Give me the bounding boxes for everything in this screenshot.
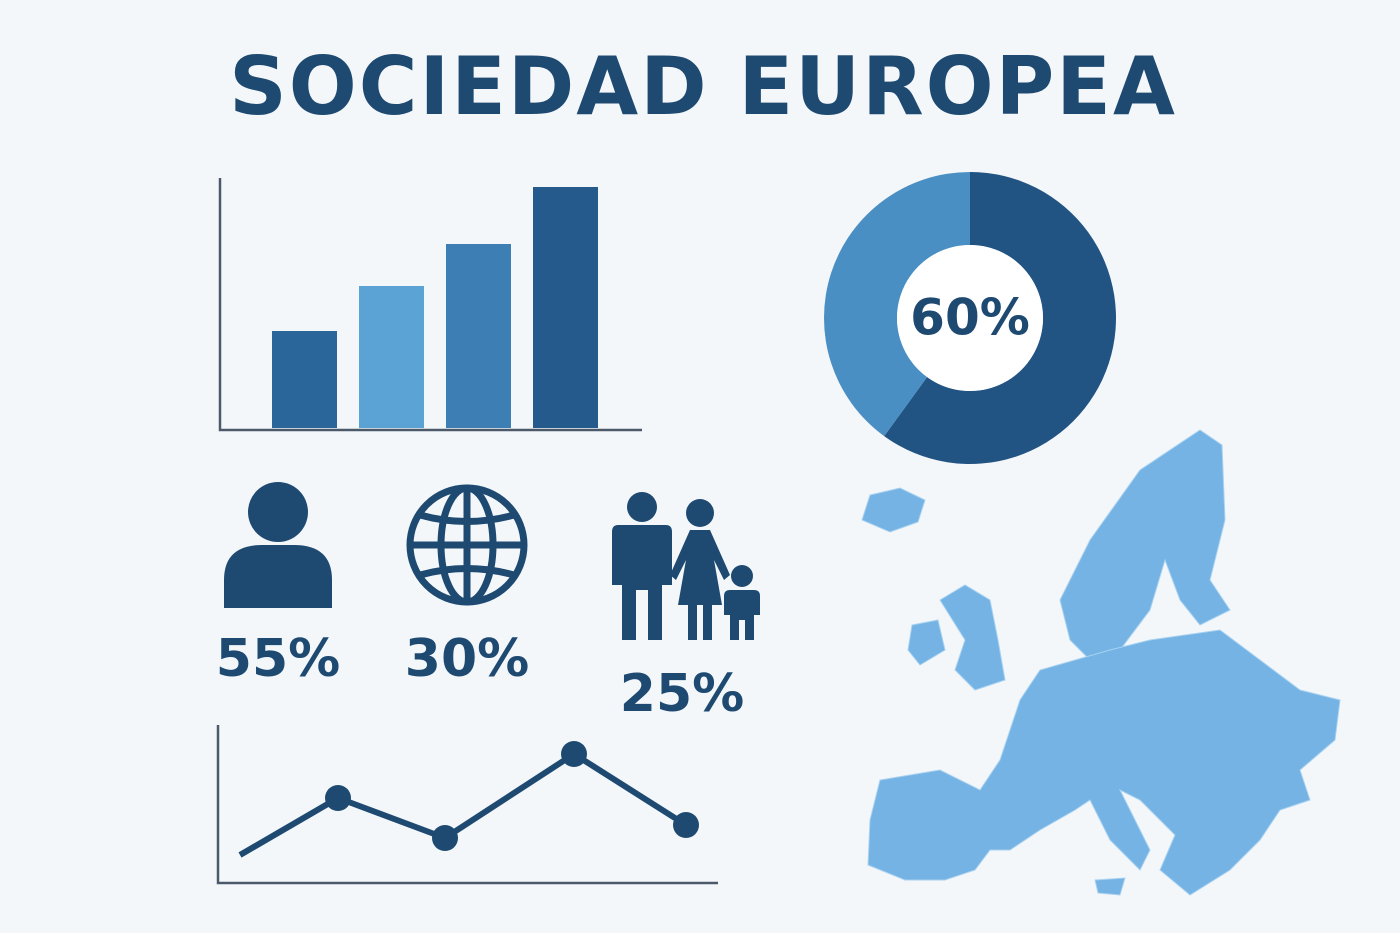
donut-segment <box>824 172 970 437</box>
line-marker <box>561 741 587 767</box>
line-marker <box>673 812 699 838</box>
person-icon <box>224 482 332 608</box>
donut-segment <box>884 172 1116 464</box>
line-marker <box>432 825 458 851</box>
donut-hole <box>897 245 1043 391</box>
bar <box>359 286 424 428</box>
bar <box>446 244 511 428</box>
title: SOCIEDAD EUROPEA <box>229 40 1177 133</box>
line-series <box>238 751 688 858</box>
axes <box>216 178 718 885</box>
globe-icon <box>406 484 528 606</box>
bar-axes <box>218 178 642 432</box>
stat-label: 55% <box>216 629 340 689</box>
europe-map <box>861 429 1341 896</box>
stat-label: 25% <box>620 664 744 724</box>
stat-label: 30% <box>405 629 529 689</box>
line-axes <box>216 725 718 885</box>
bar <box>533 187 598 428</box>
donut-center-label: 60% <box>910 289 1030 347</box>
bar <box>272 331 337 428</box>
family-icon <box>612 492 760 640</box>
line-marker <box>325 785 351 811</box>
